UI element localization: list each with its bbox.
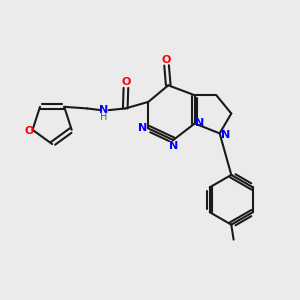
Text: N: N xyxy=(169,141,178,151)
Text: H: H xyxy=(100,112,107,122)
Text: N: N xyxy=(99,105,108,115)
Text: O: O xyxy=(121,77,130,87)
Text: O: O xyxy=(162,55,171,65)
Text: N: N xyxy=(221,130,230,140)
Text: N: N xyxy=(195,118,204,128)
Text: N: N xyxy=(138,123,147,134)
Text: O: O xyxy=(25,127,34,136)
